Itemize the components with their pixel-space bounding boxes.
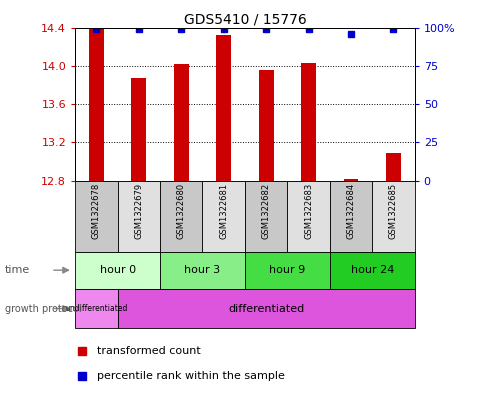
Bar [160,181,202,252]
Text: GSM1322680: GSM1322680 [176,183,185,239]
Text: undifferentiated: undifferentiated [65,304,127,313]
Text: hour 3: hour 3 [184,265,220,275]
Bar [160,252,244,289]
Bar [173,64,188,181]
Text: GSM1322684: GSM1322684 [346,183,355,239]
Title: GDS5410 / 15776: GDS5410 / 15776 [183,12,306,26]
Bar [117,181,160,252]
Text: differentiated: differentiated [227,303,303,314]
Text: time: time [5,265,30,275]
Bar [89,29,104,181]
Bar [258,70,273,181]
Text: transformed count: transformed count [97,346,200,356]
Text: GSM1322685: GSM1322685 [388,183,397,239]
Bar [329,252,414,289]
Bar [301,63,316,181]
Bar [75,181,117,252]
Bar [329,181,372,252]
Bar [117,289,414,328]
Bar [287,181,329,252]
Text: hour 0: hour 0 [99,265,136,275]
Bar [202,181,244,252]
Text: hour 24: hour 24 [350,265,393,275]
Text: hour 9: hour 9 [269,265,305,275]
Bar [372,181,414,252]
Text: growth protocol: growth protocol [5,303,81,314]
Text: GSM1322678: GSM1322678 [91,183,101,239]
Text: percentile rank within the sample: percentile rank within the sample [97,371,285,381]
Bar [131,78,146,181]
Text: GSM1322683: GSM1322683 [303,183,313,239]
Bar [75,289,117,328]
Bar [75,252,160,289]
Bar [343,179,358,181]
Text: GSM1322682: GSM1322682 [261,183,270,239]
Bar [244,252,329,289]
Bar [385,153,400,181]
Text: GSM1322681: GSM1322681 [219,183,228,239]
Bar [244,181,287,252]
Text: GSM1322679: GSM1322679 [134,183,143,239]
Bar [216,35,231,181]
